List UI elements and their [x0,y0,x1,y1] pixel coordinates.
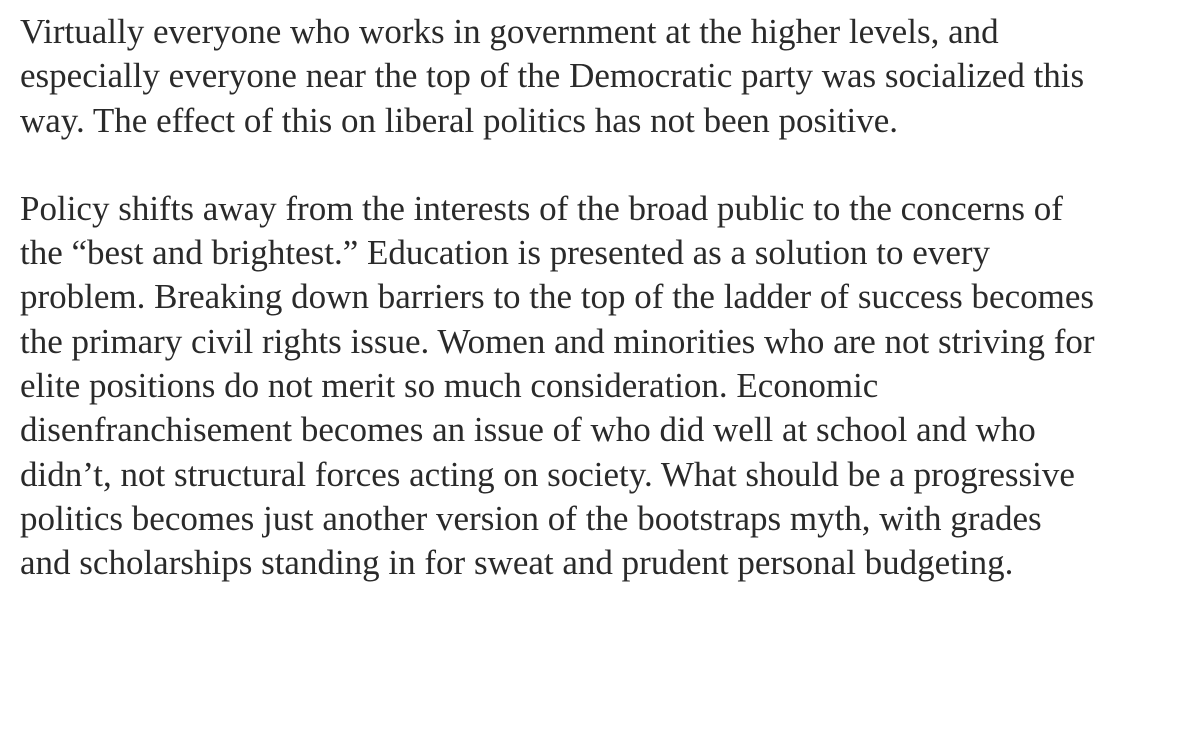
text-line: politics becomes just another version of… [20,498,1042,538]
text-line: way. The effect of this on liberal polit… [20,100,899,140]
text-line: elite positions do not merit so much con… [20,366,879,406]
text-line: especially everyone near the top of the … [20,56,1085,96]
text-line: disenfranchisement becomes an issue of w… [20,410,1036,450]
paragraph-socialization: Virtually everyone who works in governme… [20,10,1188,143]
text-line: the “best and brightest.” Education is p… [20,233,991,273]
text-line: and scholarships standing in for sweat a… [20,543,1014,583]
paragraph-policy-shifts: Policy shifts away from the interests of… [20,187,1188,586]
text-line: didn’t, not structural forces acting on … [20,454,1075,494]
text-line: Virtually everyone who works in governme… [20,12,999,51]
text-line: the primary civil rights issue. Women an… [20,321,1095,361]
article-body: Virtually everyone who works in governme… [20,10,1188,586]
text-line: Policy shifts away from the interests of… [20,188,1063,228]
text-line: problem. Breaking down barriers to the t… [20,277,1094,317]
